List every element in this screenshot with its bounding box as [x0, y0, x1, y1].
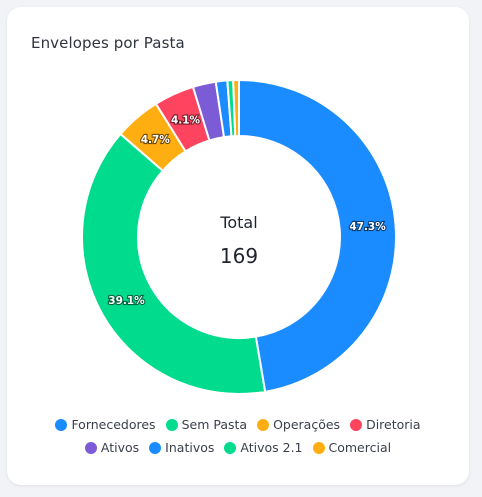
card-title: Envelopes por Pasta: [31, 34, 185, 52]
slice-percent-label: 4.1%: [171, 115, 201, 127]
legend-label: Operações: [273, 417, 341, 432]
legend-item-sem-pasta[interactable]: Sem Pasta: [165, 417, 248, 432]
legend-label: Ativos: [100, 440, 140, 455]
legend-item-comercial[interactable]: Comercial: [312, 440, 392, 455]
center-total-value: 169: [220, 244, 258, 268]
legend-item-ativos[interactable]: Ativos: [84, 440, 140, 455]
legend-item-ativos-2-1[interactable]: Ativos 2.1: [224, 440, 303, 455]
legend-item-fornecedores[interactable]: Fornecedores: [55, 417, 156, 432]
center-total-label: Total: [219, 213, 257, 232]
legend-row-2: Ativos Inativos Ativos 2.1 Comercial: [84, 440, 392, 455]
legend-label: Fornecedores: [71, 417, 156, 432]
donut-slice-labels: 47.3% 39.1% 4.7%4.1%: [107, 114, 387, 309]
legend-swatch: [312, 441, 325, 454]
legend-row-1: Fornecedores Sem Pasta Operações Diretor…: [55, 417, 421, 432]
chart-card: Envelopes por Pasta 47.3% 39.1% 4.7% 4.1% T…: [7, 7, 469, 485]
chart-legend: Fornecedores Sem Pasta Operações Diretor…: [7, 417, 469, 455]
legend-swatch: [55, 418, 68, 431]
donut-slice-fornecedores[interactable]: [238, 78, 397, 393]
legend-item-diretoria[interactable]: Diretoria: [350, 417, 421, 432]
legend-label: Comercial: [328, 440, 392, 455]
legend-label: Sem Pasta: [181, 417, 248, 432]
legend-label: Ativos 2.1: [240, 440, 303, 455]
slice-percent-label: 39.1%: [108, 295, 145, 307]
legend-item-operacoes[interactable]: Operações: [257, 417, 340, 432]
legend-label: Inativos: [165, 440, 215, 455]
legend-swatch: [257, 418, 270, 431]
legend-label: Diretoria: [366, 417, 421, 432]
donut-slice-sem-pasta[interactable]: [81, 132, 267, 395]
donut-slice-comercial[interactable]: [232, 78, 240, 138]
legend-swatch: [149, 441, 162, 454]
legend-item-inativos[interactable]: Inativos: [149, 440, 214, 455]
legend-swatch: [84, 441, 97, 454]
legend-swatch: [350, 418, 363, 431]
donut-chart: 47.3% 39.1% 4.7%4.1% Total 169: [81, 78, 397, 395]
legend-swatch: [224, 441, 237, 454]
slice-percent-label: 47.3%: [349, 221, 386, 233]
donut-slices: [81, 78, 397, 395]
legend-swatch: [165, 418, 178, 431]
slice-percent-label: 4.7%: [141, 134, 171, 146]
